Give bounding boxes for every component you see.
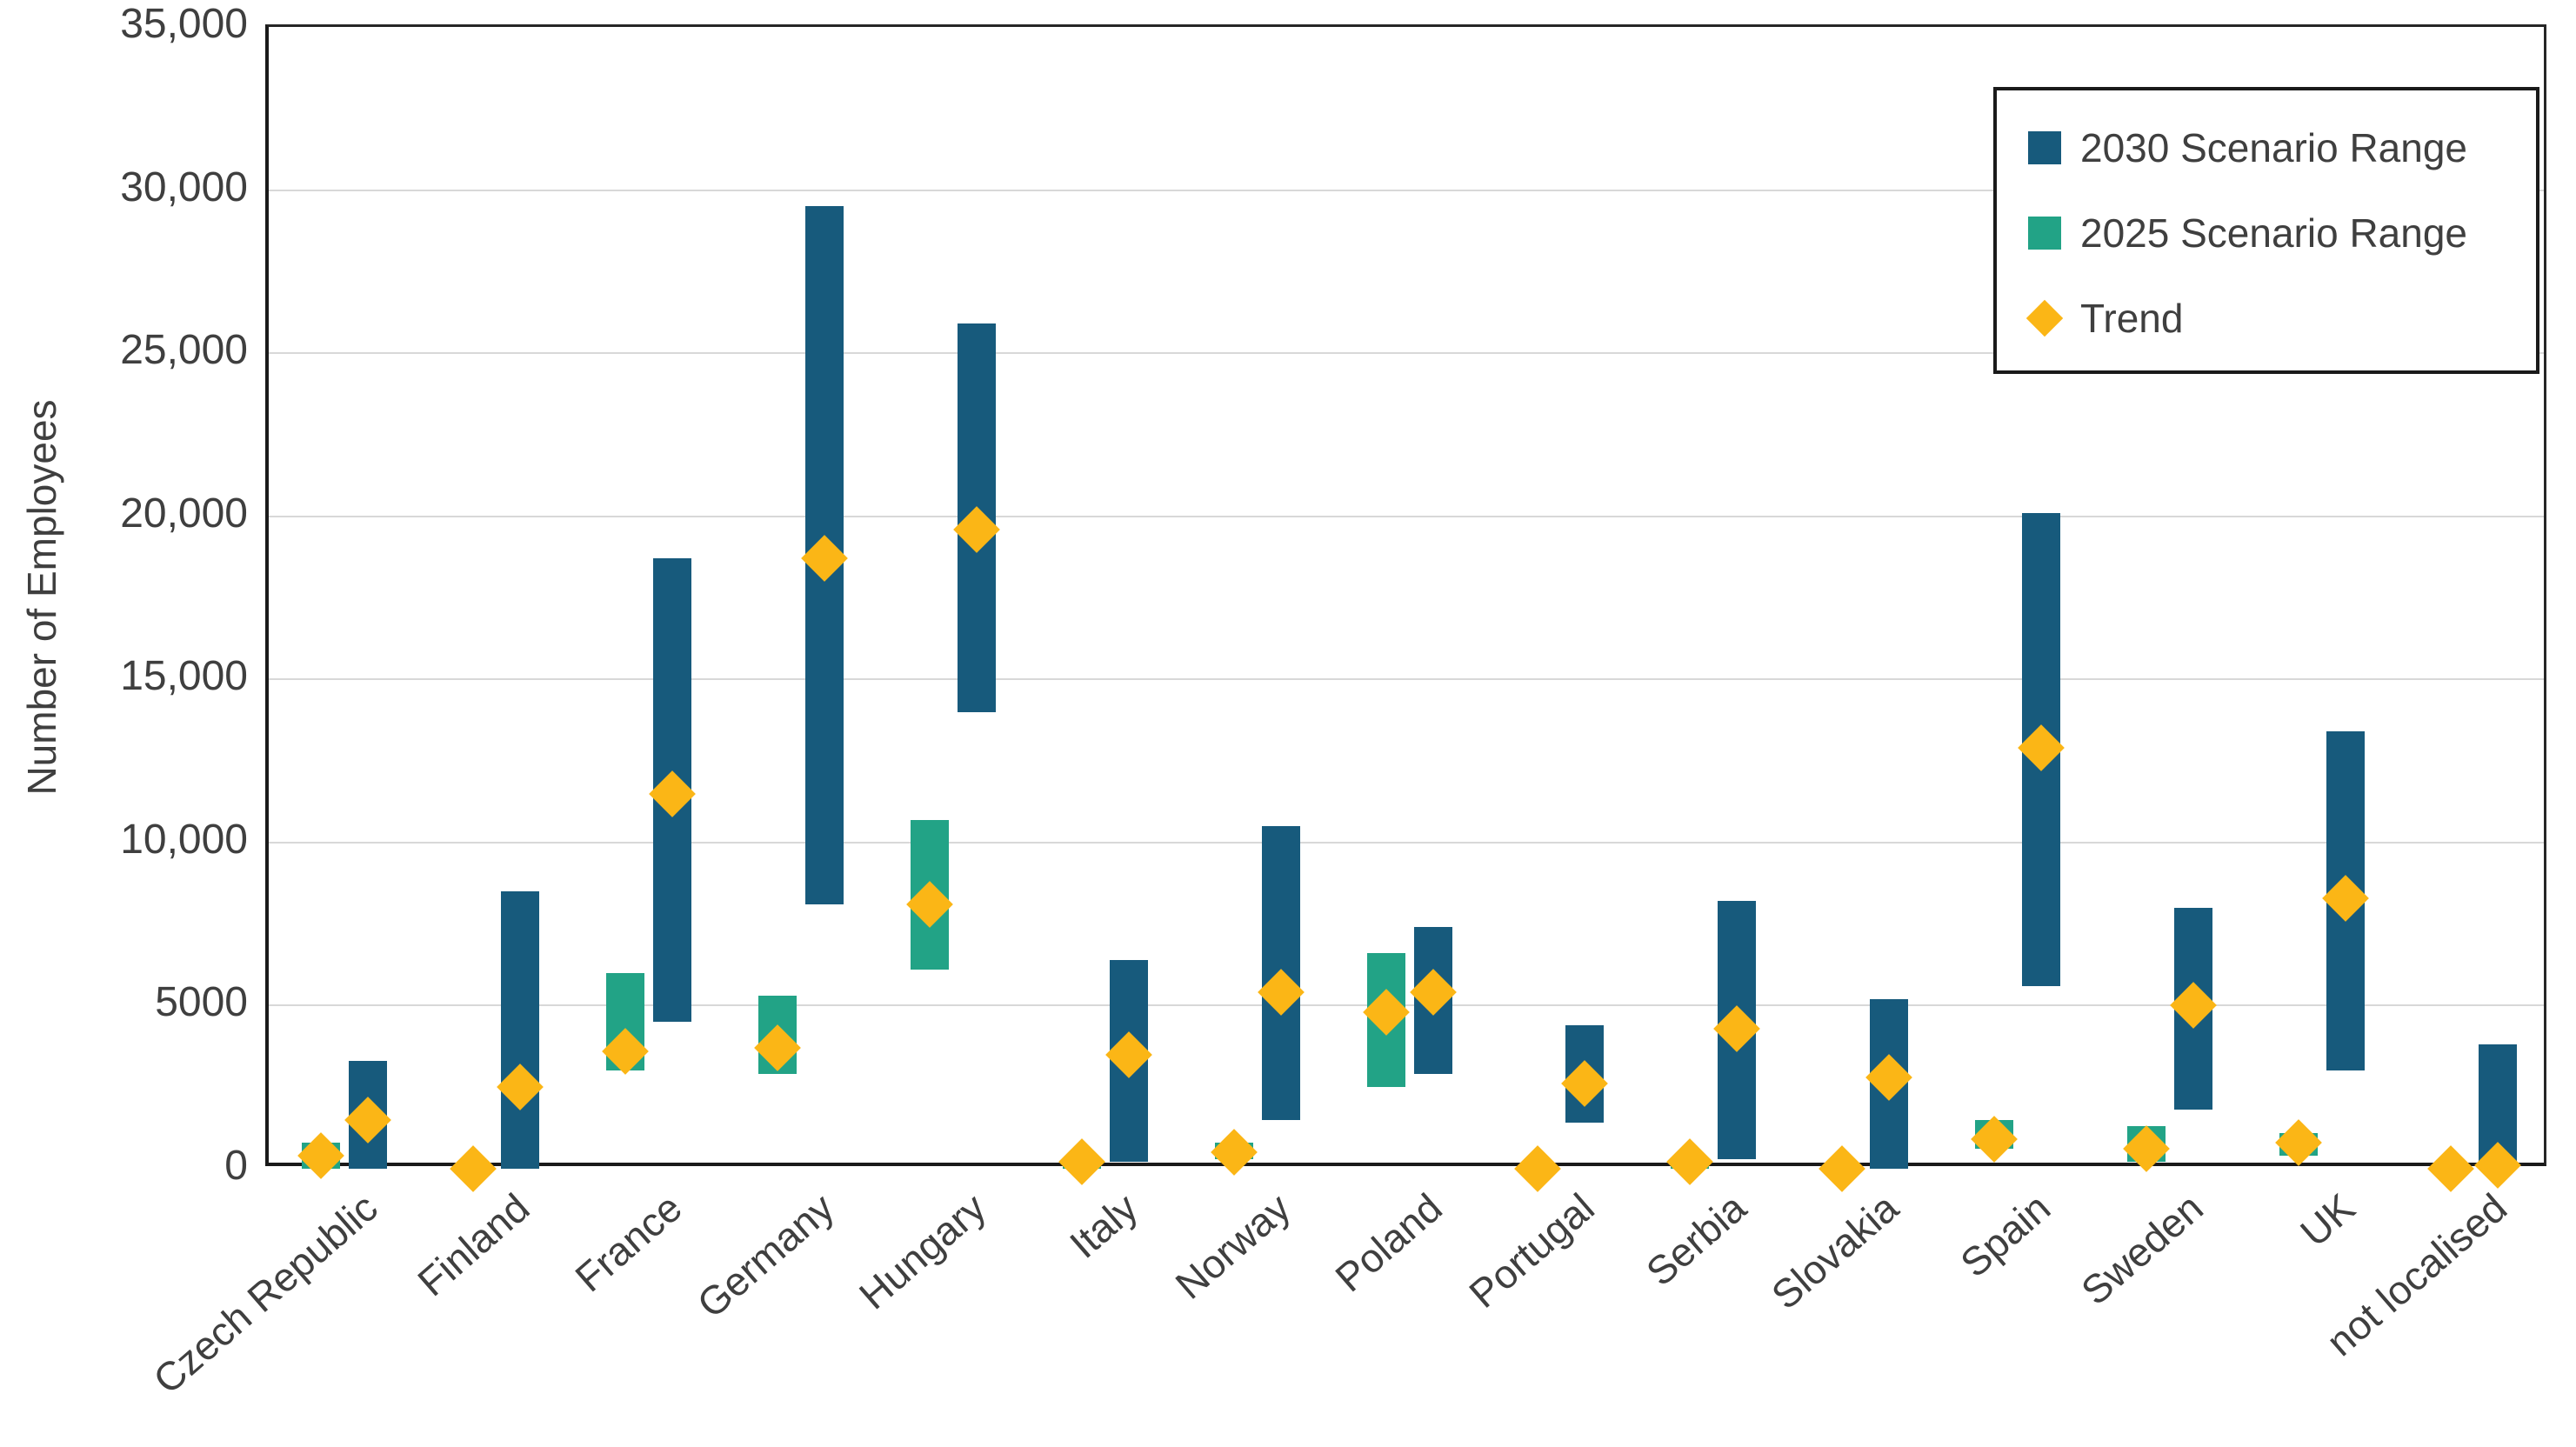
gridline-10000 [269,841,2544,844]
gridline-20000 [269,515,2544,517]
legend-item-2030: 2030 Scenario Range [2028,122,2467,174]
legend-item-2025: 2025 Scenario Range [2028,207,2467,259]
x-tick-label-uk: UK [2291,1184,2364,1256]
gridline-5000 [269,1004,2544,1007]
trend-diamond-icon-2025-serbia [1666,1138,1714,1186]
legend-swatch-2030-square [2028,131,2061,164]
range-bar-2030-finland [501,891,540,1169]
y-tick-label-10000: 10,000 [120,816,248,863]
trend-diamond-icon-2025-norway [1210,1129,1258,1177]
x-tick-label-germany: Germany [688,1184,843,1327]
y-tick-label-30000: 30,000 [120,163,248,210]
y-tick-label-25000: 25,000 [120,327,248,374]
y-tick-label-35000: 35,000 [120,1,248,47]
legend-swatch-trend-diamond-icon [2025,299,2064,337]
gridline-30000 [269,189,2544,191]
y-tick-label-20000: 20,000 [120,490,248,537]
gridline-25000 [269,352,2544,355]
x-tick-label-slovakia: Slovakia [1763,1184,1907,1318]
x-tick-label-serbia: Serbia [1638,1184,1755,1295]
y-axis-title: Number of Employees [19,399,64,796]
legend-label-trend: Trend [2080,296,2184,341]
legend-swatch-2025-square [2028,217,2061,250]
trend-diamond-icon-2025-finland [450,1145,497,1192]
x-tick-label-portugal: Portugal [1460,1184,1603,1317]
legend-label-2025: 2025 Scenario Range [2080,210,2467,256]
y-tick-label-15000: 15,000 [120,653,248,700]
trend-diamond-icon-2025-czech-republic [297,1132,345,1179]
trend-diamond-icon-2025-portugal [1514,1145,1562,1192]
legend-item-trend: Trend [2025,292,2184,344]
legend-box: 2030 Scenario Range 2025 Scenario Range … [1993,87,2539,374]
x-tick-label-italy: Italy [1061,1184,1147,1267]
y-tick-label-5000: 5000 [155,979,248,1026]
x-tick-label-spain: Spain [1952,1184,2059,1286]
legend-label-2030: 2030 Scenario Range [2080,125,2467,170]
trend-diamond-icon-2025-slovakia [1819,1145,1865,1192]
x-tick-label-poland: Poland [1326,1184,1451,1301]
y-tick-label-0: 0 [224,1143,248,1189]
trend-diamond-icon-2025-uk [2274,1119,2322,1166]
trend-diamond-icon-2025-italy [1058,1138,1105,1186]
x-tick-label-czech-republic: Czech Republic [144,1184,386,1403]
x-tick-label-finland: Finland [409,1184,538,1305]
x-tick-label-sweden: Sweden [2072,1184,2212,1314]
gridline-15000 [269,678,2544,681]
x-tick-label-france: France [566,1184,691,1301]
x-tick-label-norway: Norway [1166,1184,1299,1308]
x-tick-label-hungary: Hungary [851,1184,995,1318]
trend-diamond-icon-2025-not-localised [2426,1145,2474,1192]
